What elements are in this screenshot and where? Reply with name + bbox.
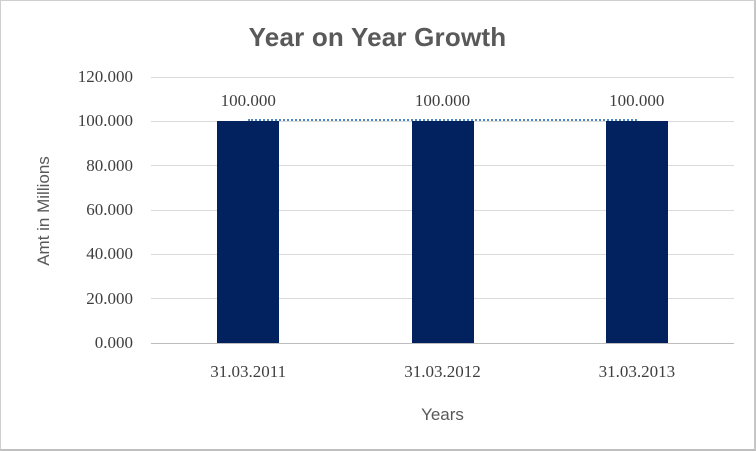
bar (411, 121, 474, 343)
y-tick-label: 100.000 (77, 111, 133, 131)
x-tick-label: 31.03.2013 (598, 362, 676, 381)
bar-data-label: 100.000 (220, 91, 276, 111)
x-axis-title: Years (421, 405, 464, 424)
y-tick-label: 0.000 (94, 333, 133, 352)
y-tick-label: 20.000 (86, 288, 133, 308)
bar-data-label: 100.000 (609, 91, 665, 111)
y-tick-label: 40.000 (86, 244, 133, 264)
gridline (151, 76, 734, 78)
x-tick-label: 31.03.2011 (210, 362, 287, 381)
x-axis-line (151, 342, 734, 344)
bar-data-label: 100.000 (414, 91, 471, 111)
trend-dotted-line (248, 119, 637, 122)
x-tick-label: 31.03.2012 (404, 362, 481, 381)
y-tick-label: 60.000 (86, 200, 133, 219)
chart-title: Year on Year Growth (248, 22, 507, 52)
bar (217, 121, 280, 343)
bar (605, 121, 668, 343)
y-tick-label: 80.000 (86, 155, 133, 175)
y-tick-label: 120.000 (77, 67, 133, 86)
